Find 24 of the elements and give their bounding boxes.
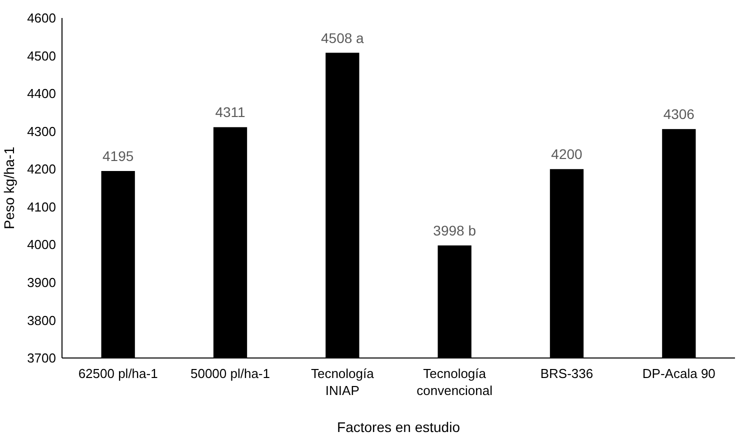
- y-tick-label: 4600: [27, 10, 56, 26]
- data-label: 4508 a: [321, 30, 364, 46]
- y-tick-label: 3700: [27, 350, 56, 366]
- data-label: 4195: [102, 148, 134, 164]
- y-tick-label: 4400: [27, 86, 56, 102]
- data-label: 4200: [551, 146, 583, 162]
- y-tick-label: 4100: [27, 199, 56, 214]
- y-tick-label: 4200: [27, 162, 56, 177]
- x-tick-label: 50000 pl/ha-1: [190, 366, 270, 381]
- x-tick-label: Tecnología INIAP: [310, 366, 375, 398]
- data-label: 4306: [663, 106, 695, 122]
- x-tick-label: 62500 pl/ha-1: [78, 366, 158, 381]
- y-tick-label: 3900: [27, 274, 56, 290]
- x-tick-label: DP-Acala 90: [642, 366, 716, 381]
- data-label: 4311: [215, 104, 246, 120]
- y-axis-title: Peso kg/ha-1: [1, 146, 17, 230]
- data-label: 3998 b: [433, 222, 476, 238]
- x-tick-label: Tecnología convencional: [416, 366, 493, 398]
- y-tick-label: 3800: [27, 312, 56, 328]
- y-tick-label: 4300: [27, 124, 56, 139]
- y-tick-label: 4500: [27, 48, 56, 64]
- x-axis-title: Factores en estudio: [337, 419, 460, 435]
- x-tick-label: BRS-336: [540, 366, 594, 381]
- y-tick-label: 4000: [27, 237, 56, 252]
